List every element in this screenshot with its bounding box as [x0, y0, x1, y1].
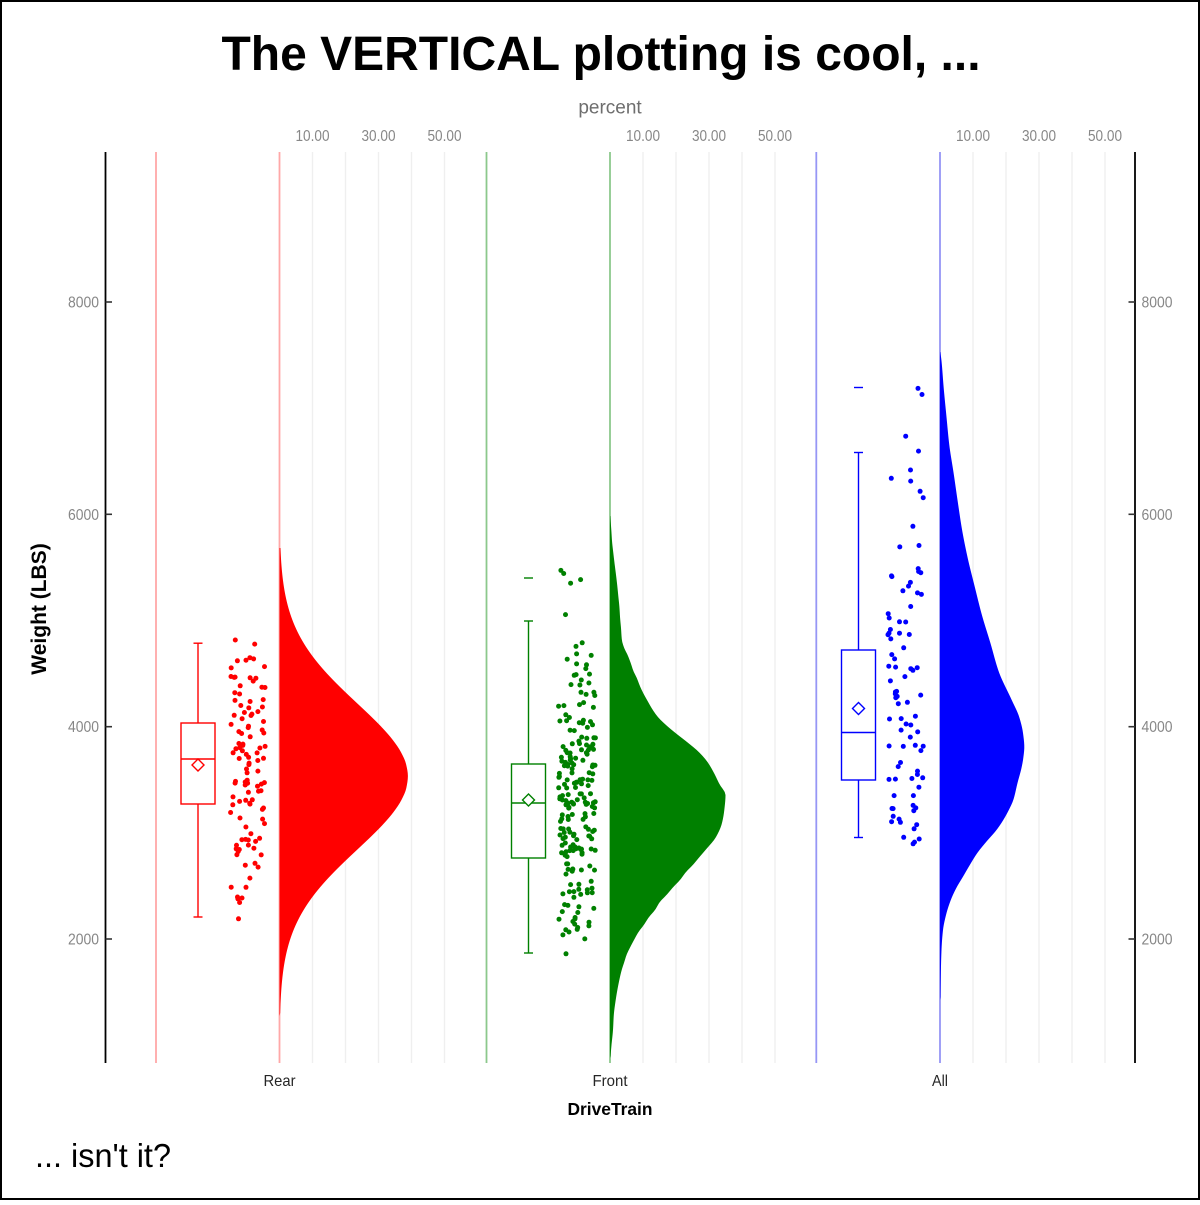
svg-text:6000: 6000	[1142, 507, 1173, 524]
svg-text:30.00: 30.00	[692, 128, 726, 145]
svg-text:30.00: 30.00	[1022, 128, 1056, 145]
svg-text:30.00: 30.00	[362, 128, 396, 145]
svg-text:2000: 2000	[68, 932, 99, 949]
svg-text:Weight (LBS): Weight (LBS)	[28, 543, 51, 674]
svg-text:50.00: 50.00	[428, 128, 462, 145]
svg-text:50.00: 50.00	[1088, 128, 1122, 145]
svg-text:8000: 8000	[1142, 295, 1173, 312]
svg-text:50.00: 50.00	[758, 128, 792, 145]
svg-text:10.00: 10.00	[626, 128, 660, 145]
svg-text:Rear: Rear	[264, 1073, 297, 1090]
svg-text:All: All	[932, 1073, 948, 1090]
svg-text:percent: percent	[578, 98, 642, 119]
svg-text:The VERTICAL plotting is cool,: The VERTICAL plotting is cool, ...	[221, 28, 980, 81]
svg-text:8000: 8000	[68, 295, 99, 312]
svg-text:DriveTrain: DriveTrain	[568, 1099, 653, 1119]
svg-text:4000: 4000	[68, 719, 99, 736]
svg-text:... isn't it?: ... isn't it?	[35, 1137, 171, 1174]
svg-text:10.00: 10.00	[956, 128, 990, 145]
svg-text:Front: Front	[593, 1073, 629, 1090]
svg-text:2000: 2000	[1142, 932, 1173, 949]
svg-text:4000: 4000	[1142, 719, 1173, 736]
svg-text:10.00: 10.00	[296, 128, 330, 145]
svg-text:6000: 6000	[68, 507, 99, 524]
